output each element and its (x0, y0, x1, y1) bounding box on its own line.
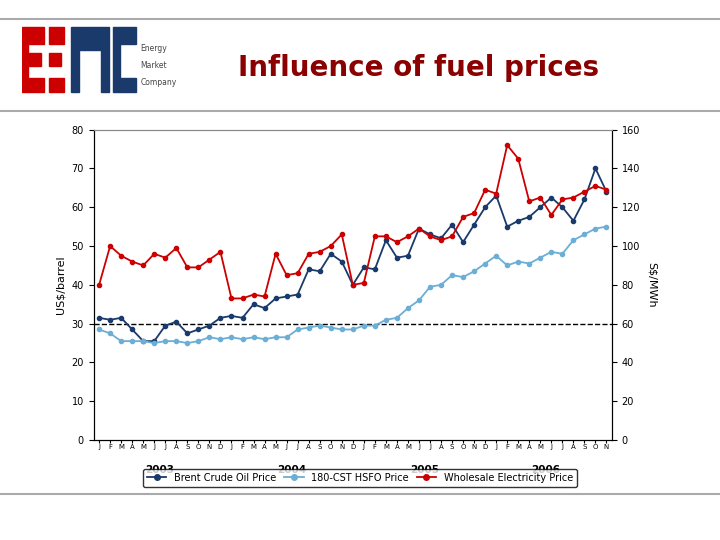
Bar (90, 27, 101, 50)
Legend: Brent Crude Oil Price, 180-CST HSFO Price, Wholesale Electricity Price: Brent Crude Oil Price, 180-CST HSFO Pric… (143, 469, 577, 487)
Text: Influence of fuel prices: Influence of fuel prices (238, 53, 599, 82)
Text: 2006: 2006 (531, 465, 560, 475)
Text: 2003: 2003 (145, 465, 174, 475)
Bar (101, 27, 109, 91)
Y-axis label: US$/barrel: US$/barrel (56, 255, 66, 314)
Bar (28, 53, 40, 66)
Bar (78, 27, 90, 50)
Bar (28, 78, 44, 91)
Bar (22, 27, 28, 91)
Bar (28, 27, 44, 44)
Bar (71, 27, 78, 91)
Text: Company: Company (140, 78, 176, 87)
Bar (120, 27, 135, 44)
Y-axis label: S$/MWh: S$/MWh (647, 262, 657, 308)
Text: Energy: Energy (140, 44, 167, 53)
Text: Market: Market (140, 62, 167, 70)
Text: 2005: 2005 (410, 465, 439, 475)
Bar (120, 78, 135, 91)
Bar (48, 27, 64, 44)
Text: 2004: 2004 (278, 465, 307, 475)
Bar (48, 78, 64, 91)
Bar (48, 53, 61, 66)
Bar (114, 27, 120, 91)
